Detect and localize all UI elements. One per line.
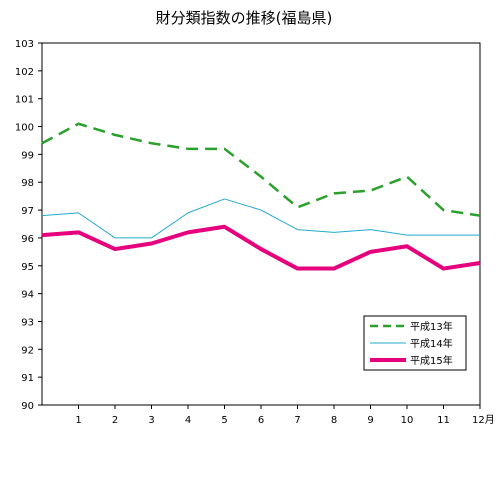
chart-title: 財分類指数の推移(福島県) xyxy=(156,9,333,27)
x-tick-label: 3 xyxy=(148,415,154,426)
y-tick-label: 92 xyxy=(21,345,34,356)
y-tick-label: 103 xyxy=(15,39,34,50)
y-tick-label: 96 xyxy=(21,234,34,245)
x-tick-label: 7 xyxy=(294,415,300,426)
y-tick-label: 100 xyxy=(15,123,34,134)
y-tick-label: 95 xyxy=(21,262,34,273)
x-tick-label: 4 xyxy=(185,415,191,426)
x-tick-label: 5 xyxy=(221,415,227,426)
y-tick-label: 102 xyxy=(15,67,34,78)
x-tick-label: 10 xyxy=(401,415,414,426)
x-tick-label: 12月 xyxy=(472,414,495,426)
legend-label-3: 平成15年 xyxy=(410,354,453,367)
legend-label-1: 平成13年 xyxy=(410,320,453,333)
y-tick-label: 93 xyxy=(21,317,34,328)
legend-label-2: 平成14年 xyxy=(410,337,453,350)
series-line-3 xyxy=(41,224,481,271)
x-tick-label: 2 xyxy=(112,415,118,426)
x-tick-label: 8 xyxy=(331,415,337,426)
plot-area: 90 91 92 93 94 95 96 97 98 99 100 101 102 103 1 2 3 4 5 6 7 8… xyxy=(15,39,495,426)
y-tick-label: 91 xyxy=(21,373,34,384)
y-tick-label: 97 xyxy=(21,206,34,217)
x-tick-label: 11 xyxy=(437,415,450,426)
y-tick-label: 101 xyxy=(15,95,34,106)
y-tick-label: 99 xyxy=(21,150,34,161)
x-tick-label: 1 xyxy=(75,415,81,426)
y-tick-label: 98 xyxy=(21,178,34,189)
x-tick-label: 6 xyxy=(258,415,264,426)
y-tick-label: 90 xyxy=(21,401,34,412)
series-line-2 xyxy=(41,198,480,239)
y-tick-label: 94 xyxy=(21,290,34,301)
x-tick-label: 9 xyxy=(367,415,373,426)
series-line-1 xyxy=(41,122,481,217)
